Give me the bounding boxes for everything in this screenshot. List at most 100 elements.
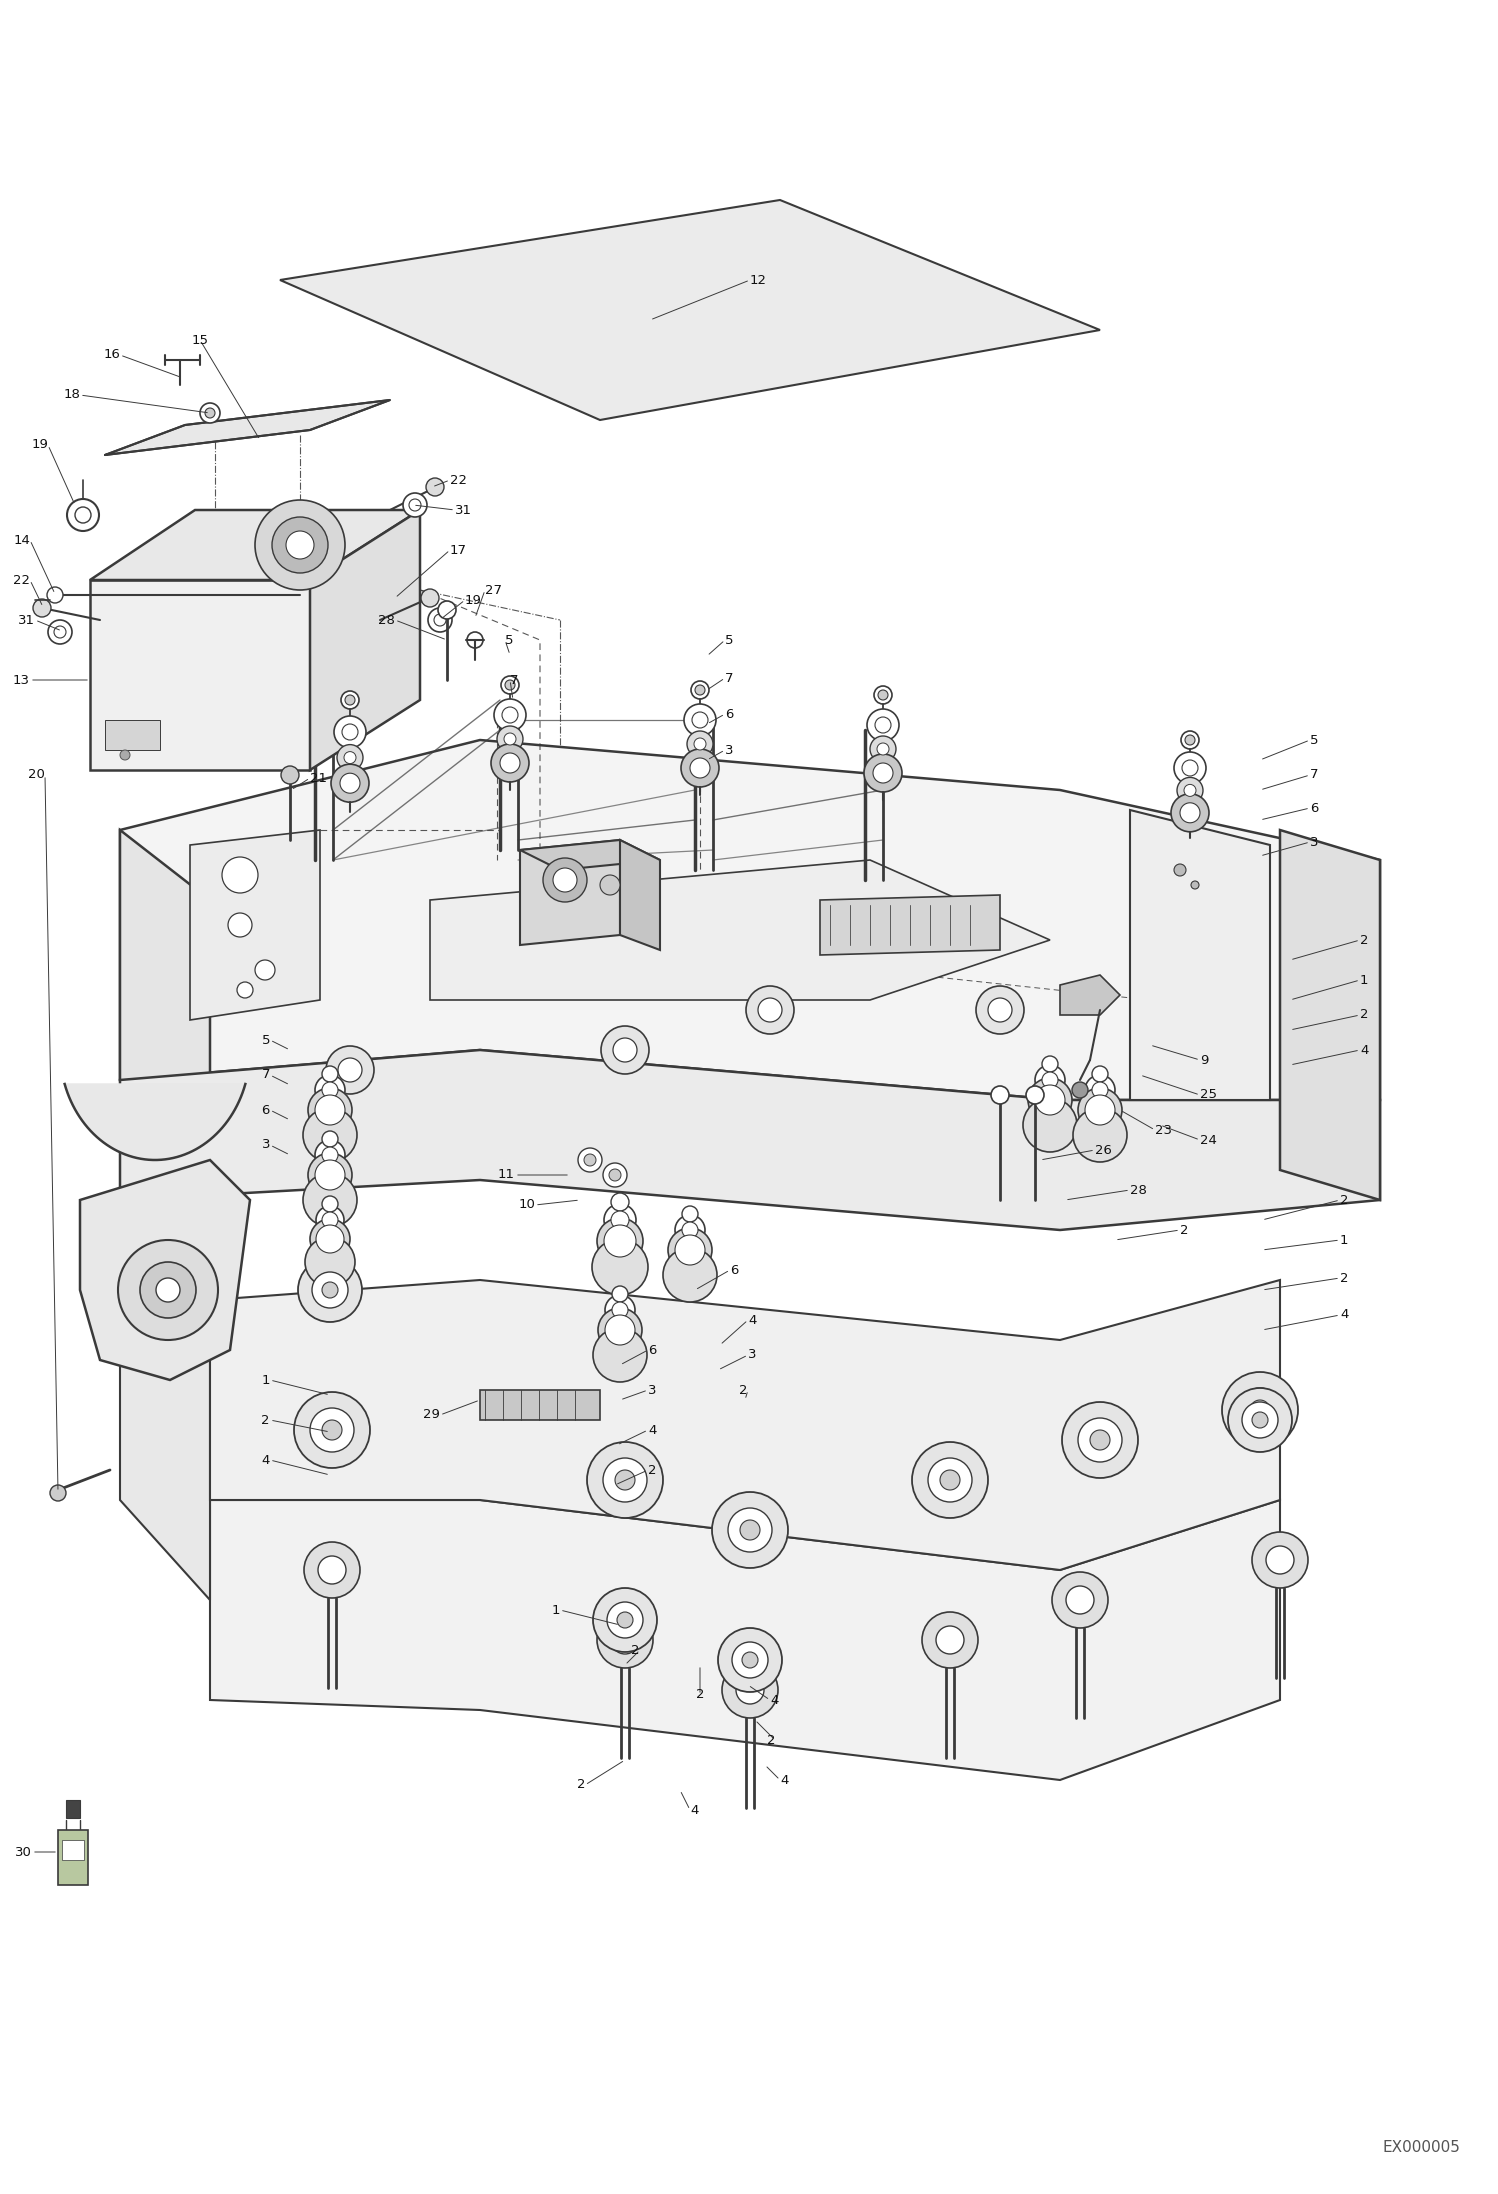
Circle shape [303, 1108, 357, 1163]
Circle shape [322, 1130, 339, 1147]
Text: 2: 2 [740, 1384, 748, 1398]
Polygon shape [819, 895, 1001, 954]
Circle shape [1085, 1095, 1115, 1126]
Circle shape [502, 706, 518, 724]
Circle shape [467, 632, 482, 647]
Bar [105, 720, 160, 750]
Circle shape [613, 1038, 637, 1062]
Circle shape [322, 1066, 339, 1082]
Text: 1: 1 [551, 1604, 560, 1617]
Text: 17: 17 [449, 544, 467, 557]
Circle shape [1266, 1547, 1294, 1573]
Circle shape [222, 858, 258, 893]
Text: 27: 27 [485, 584, 502, 597]
Circle shape [120, 750, 130, 759]
Circle shape [598, 1613, 653, 1667]
Circle shape [304, 1542, 360, 1597]
Circle shape [598, 1218, 643, 1264]
Text: 5: 5 [262, 1033, 270, 1047]
Bar [66, 1799, 79, 1819]
Text: 10: 10 [518, 1198, 535, 1211]
Circle shape [345, 695, 355, 704]
Circle shape [33, 599, 51, 617]
Circle shape [685, 704, 716, 735]
Circle shape [1043, 1073, 1058, 1088]
Circle shape [607, 1602, 643, 1639]
Circle shape [1085, 1075, 1115, 1106]
Circle shape [49, 1485, 66, 1501]
Circle shape [228, 913, 252, 937]
Circle shape [500, 753, 520, 772]
Circle shape [1073, 1082, 1088, 1097]
Circle shape [1023, 1097, 1077, 1152]
Circle shape [1180, 731, 1198, 748]
Circle shape [992, 1086, 1010, 1104]
Circle shape [878, 689, 888, 700]
Circle shape [864, 755, 902, 792]
Circle shape [695, 685, 706, 695]
Text: 3: 3 [262, 1139, 270, 1152]
Circle shape [437, 601, 455, 619]
Circle shape [688, 731, 713, 757]
Text: 7: 7 [262, 1068, 270, 1082]
Bar [479, 1391, 601, 1420]
Circle shape [309, 1088, 352, 1132]
Circle shape [310, 1220, 351, 1259]
Circle shape [1183, 785, 1195, 796]
Circle shape [312, 1273, 348, 1308]
Circle shape [733, 1641, 768, 1678]
Circle shape [676, 1215, 706, 1244]
Circle shape [46, 588, 63, 603]
Circle shape [1171, 794, 1209, 832]
Circle shape [601, 1027, 649, 1075]
Text: 6: 6 [725, 706, 734, 720]
Circle shape [1177, 777, 1203, 803]
Text: 4: 4 [691, 1803, 698, 1817]
Circle shape [294, 1391, 370, 1468]
Text: 7: 7 [1309, 768, 1318, 781]
Circle shape [298, 1257, 363, 1323]
Circle shape [873, 764, 893, 783]
Circle shape [306, 1237, 355, 1288]
Text: 2: 2 [649, 1463, 656, 1477]
Circle shape [584, 1154, 596, 1165]
Text: 5: 5 [1309, 733, 1318, 746]
Circle shape [434, 614, 446, 625]
Circle shape [491, 744, 529, 781]
Circle shape [342, 691, 360, 709]
Circle shape [617, 1613, 634, 1628]
Polygon shape [520, 840, 661, 871]
Text: 12: 12 [750, 274, 767, 287]
Circle shape [1092, 1082, 1109, 1097]
Circle shape [604, 1205, 637, 1235]
Circle shape [758, 998, 782, 1022]
Circle shape [345, 753, 357, 764]
Circle shape [1242, 1402, 1278, 1437]
Polygon shape [64, 1084, 246, 1161]
Circle shape [604, 1224, 637, 1257]
Circle shape [613, 1286, 628, 1301]
Circle shape [1174, 753, 1206, 783]
Circle shape [613, 1301, 628, 1319]
Circle shape [494, 700, 526, 731]
Text: 28: 28 [1129, 1183, 1147, 1196]
Circle shape [1052, 1571, 1109, 1628]
Circle shape [1035, 1086, 1065, 1115]
Circle shape [327, 1047, 374, 1095]
Circle shape [604, 1163, 628, 1187]
Text: 30: 30 [15, 1845, 31, 1858]
Circle shape [746, 985, 794, 1033]
Polygon shape [120, 1200, 210, 1599]
Text: 4: 4 [1341, 1308, 1348, 1321]
Text: 31: 31 [18, 614, 34, 627]
Circle shape [867, 709, 899, 742]
Circle shape [1092, 1066, 1109, 1082]
Circle shape [1091, 1430, 1110, 1450]
Polygon shape [90, 579, 310, 770]
Polygon shape [210, 1501, 1279, 1779]
Polygon shape [120, 1051, 1380, 1231]
Polygon shape [190, 829, 321, 1020]
Circle shape [54, 625, 66, 638]
Circle shape [421, 588, 439, 608]
Text: 2: 2 [1341, 1194, 1348, 1207]
